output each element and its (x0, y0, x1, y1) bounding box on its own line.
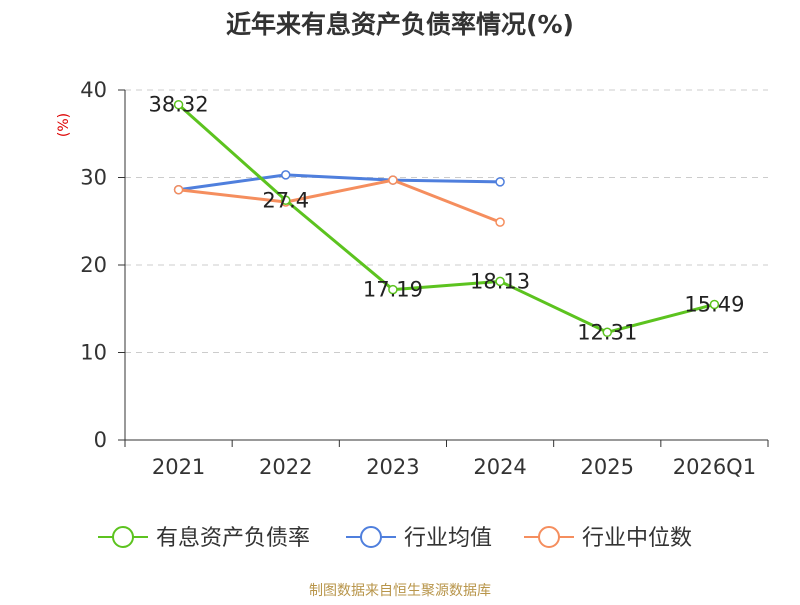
legend-label: 有息资产负债率 (156, 526, 310, 551)
legend-item: 有息资产负债率 (98, 526, 310, 551)
series-line (178, 178, 501, 224)
y-tick-label: 0 (94, 428, 107, 452)
legend-item: 行业中位数 (524, 526, 692, 551)
data-point (495, 217, 505, 227)
data-label: 15.49 (684, 292, 744, 316)
x-tick-label: 2022 (259, 455, 312, 479)
y-tick-label: 20 (80, 253, 107, 277)
data-point (281, 195, 291, 205)
data-point (602, 327, 612, 338)
series-line (177, 103, 715, 334)
y-tick-label: 30 (80, 166, 107, 190)
x-tick-label: 2026Q1 (673, 455, 756, 479)
legend-item: 行业均值 (346, 526, 492, 551)
legend-label: 行业均值 (404, 526, 492, 551)
y-axis-label: (%) (56, 113, 72, 137)
data-label: 38.32 (149, 93, 209, 117)
series-lines (173, 99, 720, 338)
data-point (388, 284, 398, 295)
data-point (281, 170, 291, 180)
data-point (495, 276, 505, 287)
x-tick-label: 2021 (152, 455, 205, 479)
data-label: 27.4 (262, 188, 309, 212)
series-line (178, 173, 501, 192)
x-tick-label: 2024 (473, 455, 526, 479)
x-tick-label: 2025 (581, 455, 634, 479)
x-tick-label: 2023 (366, 455, 419, 479)
data-label: 12.31 (577, 320, 637, 344)
data-point (495, 177, 505, 187)
data-label: 18.13 (470, 269, 530, 293)
data-point (388, 175, 398, 185)
legend-label: 行业中位数 (582, 526, 692, 551)
data-label: 17.19 (363, 278, 423, 302)
data-point (173, 185, 184, 195)
axes: 0 10 20 30 40 2021 2022 2023 2024 2025 2026Q1 (80, 78, 769, 479)
legend-marker (112, 526, 134, 548)
data-point (709, 299, 720, 310)
legend-marker (360, 526, 382, 548)
chart-title: 近年来有息资产负债率情况(%) (226, 10, 574, 39)
data-labels: 38.32 27.4 17.19 18.13 12.31 15.49 (149, 93, 745, 345)
y-tick-label: 10 (80, 341, 107, 365)
y-tick-label: 40 (80, 78, 107, 102)
legend-marker (538, 526, 560, 548)
gridlines (125, 89, 768, 353)
legend: 有息资产负债率 行业均值 行业中位数 (98, 526, 692, 551)
source-note: 制图数据来自恒生聚源数据库 (309, 583, 491, 599)
data-point (173, 99, 184, 110)
